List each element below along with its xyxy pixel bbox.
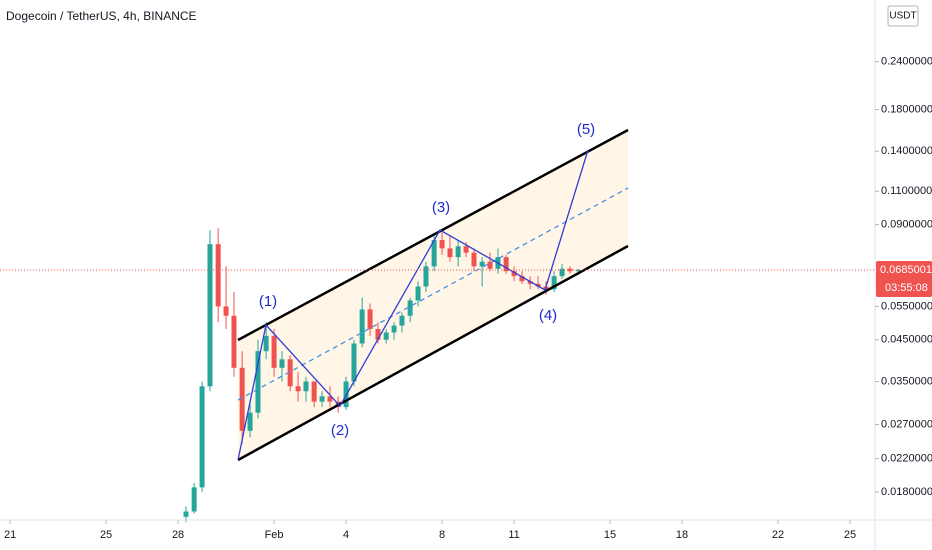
last-price-label: 0.0685001: [880, 264, 932, 276]
candle-body: [215, 244, 221, 307]
wave-label: (2): [331, 422, 349, 439]
y-tick-label: 0.0550000: [881, 300, 932, 312]
y-tick-label: 0.1100000: [881, 185, 932, 197]
candle-body: [303, 381, 309, 392]
candle-body: [287, 359, 293, 387]
currency-box: [887, 5, 919, 27]
candle-body: [447, 248, 453, 258]
x-tick-label: 11: [508, 529, 519, 541]
candle-body: [327, 396, 333, 402]
candle-body: [503, 257, 509, 272]
wave-label: (5): [577, 121, 595, 138]
candle-body: [527, 281, 533, 284]
candle-body: [399, 315, 405, 326]
candle-body: [271, 336, 277, 368]
candle-body: [471, 252, 477, 267]
x-tick-label: 15: [604, 529, 616, 541]
wave-path: [237, 149, 589, 461]
y-tick-label: 0.0350000: [881, 375, 932, 387]
x-tick-label: 25: [100, 529, 112, 541]
x-tick-label: 25: [844, 529, 856, 541]
y-tick-label: 0.0270000: [881, 418, 932, 430]
candle-body: [479, 261, 485, 267]
candle-body: [375, 329, 381, 340]
candle-body: [423, 266, 429, 287]
x-tick-label: 8: [439, 529, 445, 541]
candle-body: [247, 412, 253, 431]
channel-upper: [237, 128, 629, 342]
candle-body: [439, 240, 445, 249]
channel-fill: [238, 130, 628, 460]
y-tick-label: 0.0220000: [881, 452, 932, 464]
candle-body: [551, 276, 557, 290]
candle-body: [455, 246, 461, 258]
candle-body: [487, 261, 493, 269]
countdown: 03:55:08: [885, 282, 928, 294]
candle-body: [575, 269, 581, 272]
x-tick-label: 4: [343, 529, 349, 541]
candle-body: [231, 315, 237, 368]
candle-body: [239, 367, 245, 431]
candle-body: [367, 309, 373, 330]
currency: USDT: [889, 11, 916, 22]
candle-body: [199, 386, 205, 488]
candle-body: [567, 268, 573, 272]
candle-body: [463, 246, 469, 253]
y-tick-label: 0.1400000: [881, 145, 932, 157]
candle-body: [223, 306, 229, 316]
candle-body: [511, 271, 517, 277]
candle-body: [263, 336, 269, 352]
wave-label: (3): [432, 199, 450, 216]
candle-body: [295, 386, 301, 392]
x-tick-label: 22: [772, 529, 784, 541]
x-tick-label: 28: [172, 529, 184, 541]
candle-body: [391, 325, 397, 333]
candle-body: [183, 511, 189, 517]
y-tick-label: 0.0450000: [881, 334, 932, 346]
candle-body: [407, 300, 413, 316]
candle-body: [519, 276, 525, 282]
wave-label: (1): [259, 293, 277, 310]
y-tick-label: 0.0900000: [881, 219, 932, 231]
last-price-box: [876, 260, 932, 297]
candle-body: [559, 268, 565, 277]
wave-label: (4): [539, 307, 557, 324]
candle-body: [279, 359, 285, 368]
x-tick-label: 21: [4, 529, 16, 541]
candle-body: [431, 240, 437, 267]
candle-body: [535, 283, 541, 287]
channel-lower: [237, 244, 629, 462]
x-tick-label: 18: [676, 529, 688, 541]
x-tick-label: Feb: [265, 529, 284, 541]
candle-body: [255, 351, 261, 413]
y-tick-label: 0.1800000: [881, 103, 932, 115]
candle-body: [415, 286, 421, 301]
candle-body: [207, 244, 213, 387]
chart-title: Dogecoin / TetherUS, 4h, BINANCE: [6, 9, 197, 23]
y-tick-label: 0.0180000: [881, 486, 932, 498]
candle-body: [191, 487, 197, 512]
candle-body: [383, 332, 389, 340]
candle-body: [319, 396, 325, 402]
candle-body: [311, 381, 317, 402]
y-tick-label: 0.2400000: [881, 56, 932, 68]
candle-body: [359, 309, 365, 344]
candle-body: [351, 343, 357, 382]
